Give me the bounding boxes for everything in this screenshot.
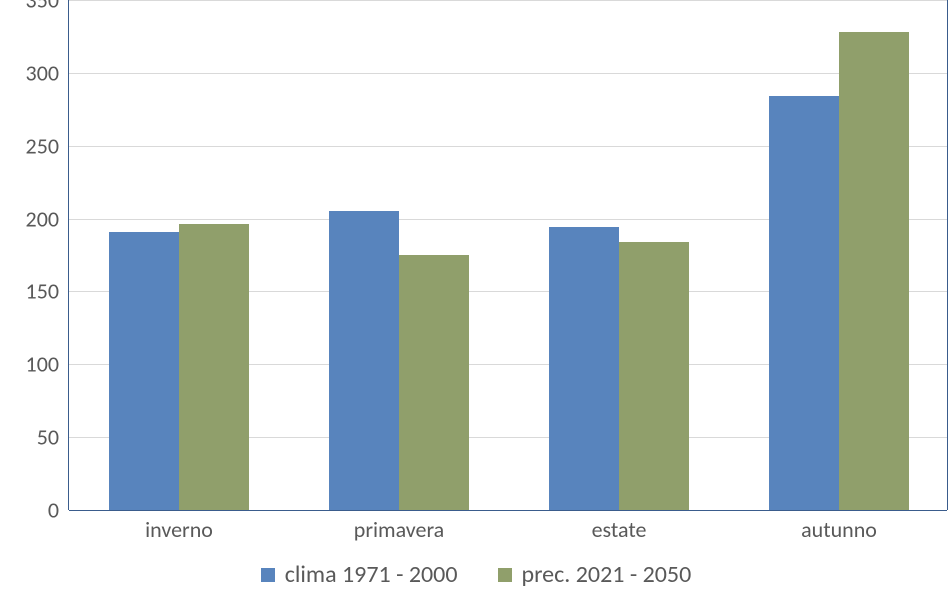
legend-swatch — [498, 568, 512, 582]
legend-item: clima 1971 - 2000 — [261, 560, 458, 589]
y-tick-label: 0 — [48, 497, 69, 524]
legend-label: clima 1971 - 2000 — [285, 560, 458, 589]
x-tick-label: autunno — [801, 510, 877, 543]
legend: clima 1971 - 2000 prec. 2021 - 2050 — [0, 560, 952, 589]
bar — [109, 232, 179, 510]
legend-item: prec. 2021 - 2050 — [498, 560, 692, 589]
x-tick-label: estate — [592, 510, 647, 543]
bar — [399, 255, 469, 510]
y-tick-label: 350 — [26, 0, 69, 14]
bar — [839, 32, 909, 510]
y-tick-label: 100 — [26, 351, 69, 378]
bar — [179, 224, 249, 510]
x-tick-label: inverno — [145, 510, 213, 543]
bar — [769, 96, 839, 510]
y-tick-label: 200 — [26, 205, 69, 232]
x-tick-label: primavera — [354, 510, 444, 543]
y-tick-label: 300 — [26, 59, 69, 86]
bar — [619, 242, 689, 510]
y-tick-label: 250 — [26, 132, 69, 159]
bar — [549, 227, 619, 510]
plot-area: 050100150200250300350invernoprimaveraest… — [68, 0, 948, 510]
gridline — [69, 0, 947, 1]
y-tick-label: 50 — [37, 424, 69, 451]
legend-swatch — [261, 568, 275, 582]
legend-label: prec. 2021 - 2050 — [522, 560, 692, 589]
bar — [329, 211, 399, 510]
gridline — [69, 73, 947, 74]
y-tick-label: 150 — [26, 278, 69, 305]
seasonal-precip-chart: 0 50 100 150 200 250 300 350 inverno primavera est… — [0, 0, 952, 596]
